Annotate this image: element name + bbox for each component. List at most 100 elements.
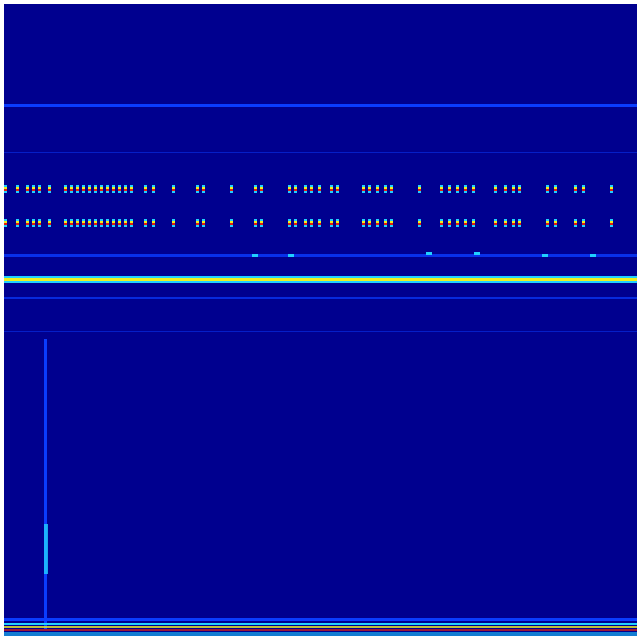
- pulse-mark: [100, 187, 103, 189]
- pulse-mark: [130, 187, 133, 189]
- pulse-mark: [100, 189, 103, 191]
- bottom-band: [4, 626, 637, 628]
- pulse-mark: [152, 223, 155, 225]
- vertical-spike: [44, 524, 48, 574]
- pulse-mark: [196, 189, 199, 191]
- pulse-mark: [118, 189, 121, 191]
- pulse-mark: [100, 223, 103, 225]
- pulse-mark: [518, 223, 521, 225]
- pulse-mark: [70, 221, 73, 223]
- pulse-mark: [144, 221, 147, 223]
- pulse-mark: [112, 187, 115, 189]
- pulse-mark: [310, 189, 313, 191]
- spectrogram-heatmap: [4, 4, 637, 636]
- pulse-mark: [254, 223, 257, 225]
- pulse-mark: [554, 223, 557, 225]
- pulse-mark: [130, 223, 133, 225]
- pulse-mark: [464, 187, 467, 189]
- background: [4, 4, 637, 636]
- pulse-mark: [38, 187, 41, 189]
- pulse-mark: [4, 223, 7, 225]
- pulse-mark: [440, 221, 443, 223]
- pulse-mark: [294, 223, 297, 225]
- horizontal-band: [4, 104, 637, 107]
- pulse-mark: [418, 187, 421, 189]
- pulse-mark: [230, 189, 233, 191]
- pulse-mark: [426, 252, 432, 255]
- pulse-mark: [32, 187, 35, 189]
- pulse-mark: [368, 223, 371, 225]
- pulse-mark: [504, 221, 507, 223]
- pulse-mark: [376, 189, 379, 191]
- pulse-mark: [554, 221, 557, 223]
- pulse-mark: [318, 221, 321, 223]
- pulse-mark: [16, 221, 19, 223]
- pulse-mark: [152, 189, 155, 191]
- pulse-mark: [384, 221, 387, 223]
- pulse-mark: [318, 223, 321, 225]
- pulse-mark: [88, 221, 91, 223]
- pulse-mark: [582, 187, 585, 189]
- pulse-mark: [260, 221, 263, 223]
- pulse-mark: [32, 189, 35, 191]
- pulse-mark: [100, 221, 103, 223]
- pulse-mark: [304, 223, 307, 225]
- pulse-mark: [130, 189, 133, 191]
- pulse-mark: [32, 223, 35, 225]
- pulse-mark: [456, 187, 459, 189]
- pulse-mark: [336, 189, 339, 191]
- pulse-mark: [48, 189, 51, 191]
- pulse-mark: [260, 189, 263, 191]
- pulse-mark: [546, 189, 549, 191]
- pulse-mark: [106, 223, 109, 225]
- pulse-mark: [76, 223, 79, 225]
- pulse-mark: [4, 221, 7, 223]
- pulse-mark: [456, 189, 459, 191]
- pulse-mark: [202, 223, 205, 225]
- pulse-mark: [310, 223, 313, 225]
- pulse-mark: [112, 223, 115, 225]
- pulse-mark: [64, 189, 67, 191]
- pulse-mark: [294, 221, 297, 223]
- pulse-mark: [582, 221, 585, 223]
- pulse-mark: [362, 223, 365, 225]
- pulse-mark: [546, 221, 549, 223]
- pulse-mark: [518, 189, 521, 191]
- pulse-mark: [574, 223, 577, 225]
- pulse-mark: [294, 189, 297, 191]
- pulse-mark: [472, 221, 475, 223]
- pulse-mark: [172, 221, 175, 223]
- pulse-mark: [368, 187, 371, 189]
- pulse-mark: [390, 189, 393, 191]
- pulse-mark: [512, 223, 515, 225]
- pulse-mark: [76, 221, 79, 223]
- pulse-mark: [464, 221, 467, 223]
- pulse-mark: [440, 189, 443, 191]
- pulse-mark: [202, 221, 205, 223]
- pulse-mark: [64, 221, 67, 223]
- pulse-mark: [82, 187, 85, 189]
- pulse-mark: [118, 223, 121, 225]
- pulse-mark: [252, 254, 258, 257]
- pulse-mark: [32, 221, 35, 223]
- pulse-mark: [144, 223, 147, 225]
- pulse-mark: [124, 189, 127, 191]
- pulse-mark: [330, 189, 333, 191]
- pulse-mark: [384, 189, 387, 191]
- pulse-mark: [574, 189, 577, 191]
- pulse-mark: [464, 223, 467, 225]
- pulse-mark: [494, 221, 497, 223]
- pulse-mark: [76, 187, 79, 189]
- pulse-mark: [260, 187, 263, 189]
- pulse-mark: [254, 189, 257, 191]
- pulse-mark: [590, 254, 596, 257]
- pulse-mark: [376, 221, 379, 223]
- pulse-mark: [336, 187, 339, 189]
- pulse-mark: [4, 187, 7, 189]
- pulse-mark: [16, 187, 19, 189]
- pulse-mark: [456, 221, 459, 223]
- pulse-mark: [70, 187, 73, 189]
- pulse-mark: [288, 221, 291, 223]
- pulse-mark: [106, 189, 109, 191]
